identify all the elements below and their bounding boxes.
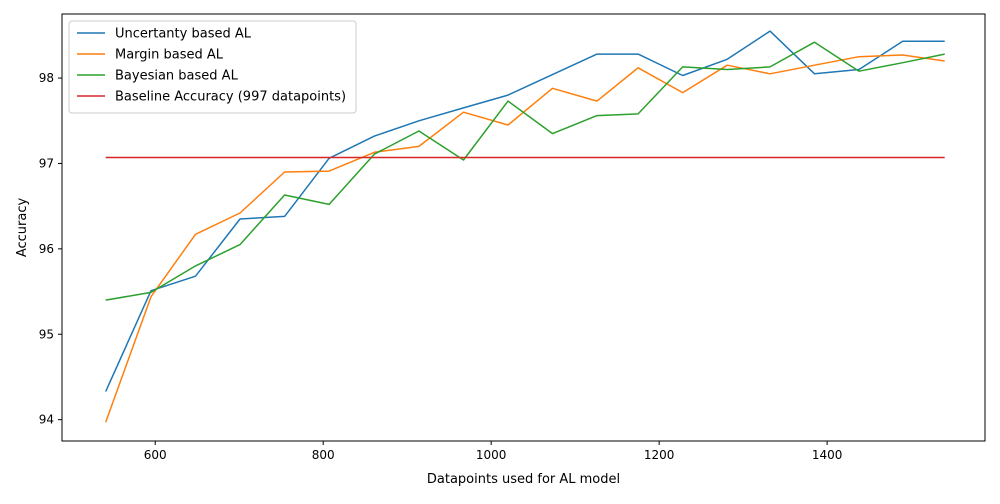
x-axis-ticks: 600 800 1000 1200 1400 <box>144 441 843 462</box>
legend-entry-label: Margin based AL <box>115 48 224 63</box>
x-tick-label: 800 <box>312 448 335 462</box>
plot-frame <box>61 13 986 442</box>
y-tick-label: 96 <box>39 242 54 256</box>
legend-entry-label: Bayesian based AL <box>115 69 239 84</box>
legend-entry-label: Uncertanty based AL <box>115 27 252 42</box>
series-line-3 <box>105 41 945 301</box>
legend: Uncertanty based AL Margin based AL Bayesi… <box>68 20 357 114</box>
x-tick-label: 1000 <box>476 448 507 462</box>
y-tick-label: 94 <box>39 413 54 427</box>
legend-box <box>68 20 357 114</box>
y-axis-label: Accuracy <box>15 198 30 258</box>
x-tick-label: 1400 <box>812 448 843 462</box>
x-tick-label: 1200 <box>644 448 675 462</box>
y-tick-label: 95 <box>39 327 54 341</box>
x-tick-label: 600 <box>144 448 167 462</box>
y-axis-ticks: 94 95 96 97 98 <box>39 71 62 427</box>
legend-entry-label: Baseline Accuracy (997 datapoints) <box>115 90 346 105</box>
y-tick-label: 98 <box>39 71 54 85</box>
series-line-2 <box>104 54 945 423</box>
y-tick-label: 97 <box>39 156 54 170</box>
x-axis-label: Datapoints used for AL model <box>427 472 620 487</box>
series-layer <box>104 30 945 423</box>
